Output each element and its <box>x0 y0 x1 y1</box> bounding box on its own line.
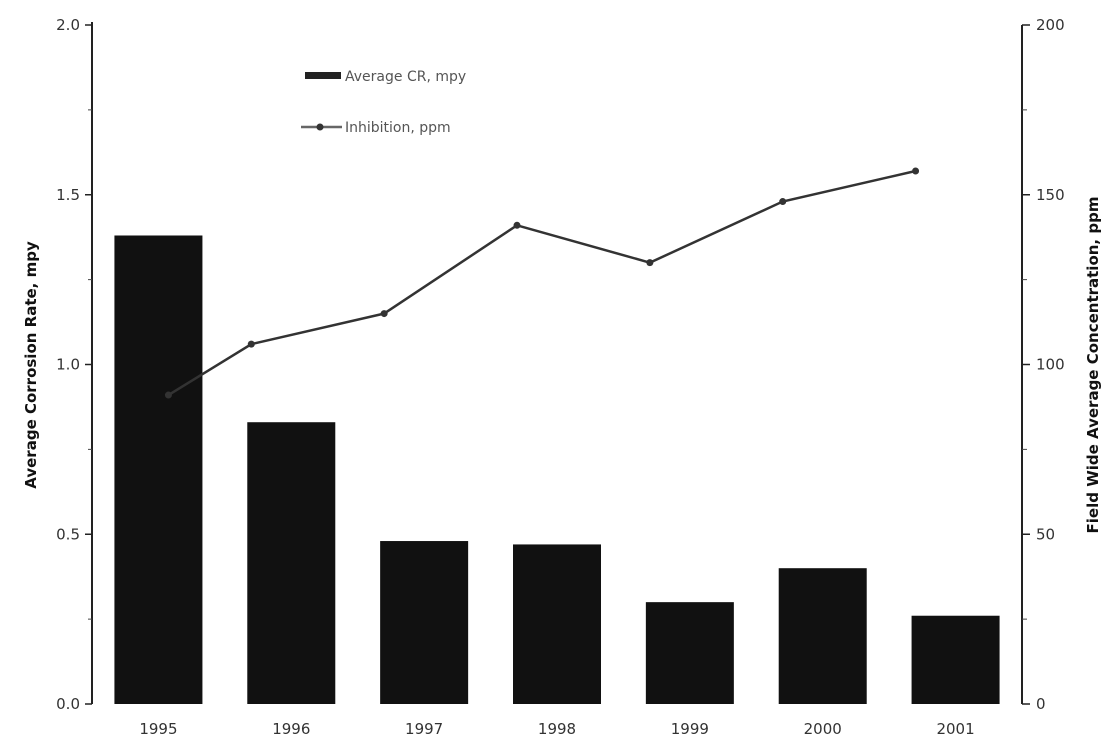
bar-1995 <box>114 235 203 705</box>
right-tick-label: 0 <box>1036 695 1046 713</box>
x-tick-label-1998: 1998 <box>538 720 576 738</box>
legend: Average CR, mpy Inhibition, ppm <box>301 69 466 136</box>
left-tick-label: 0.0 <box>56 695 80 713</box>
x-tick-label-2001: 2001 <box>936 720 974 738</box>
right-tick-label: 100 <box>1036 356 1065 374</box>
legend-bar-label: Average CR, mpy <box>345 69 466 85</box>
left-tick-label: 1.5 <box>56 186 80 204</box>
bar-2001 <box>911 615 1000 704</box>
right-axis-title: Field Wide Average Concentration, ppm <box>1084 197 1102 534</box>
bar-1996 <box>247 422 336 704</box>
inhibition-line <box>167 169 916 397</box>
left-tick-label: 2.0 <box>56 16 80 34</box>
line-point-2001 <box>912 167 920 175</box>
right-tick-label: 150 <box>1036 186 1065 204</box>
legend-line-marker <box>316 123 324 131</box>
bars-group <box>114 235 1000 705</box>
line-point-1996 <box>247 340 255 348</box>
line-point-1995 <box>164 391 172 399</box>
bar-1998 <box>513 544 601 704</box>
left-tick-label: 1.0 <box>56 356 80 374</box>
left-tick-label: 0.5 <box>56 525 80 543</box>
x-tick-label-1996: 1996 <box>272 720 310 738</box>
legend-line-label: Inhibition, ppm <box>345 120 451 136</box>
line-point-1997 <box>380 310 388 318</box>
line-point-1999 <box>646 259 654 267</box>
right-tick-label: 200 <box>1036 16 1065 34</box>
left-axis-title: Average Corrosion Rate, mpy <box>22 241 40 489</box>
bar-1999 <box>645 602 734 704</box>
right-tick-label: 50 <box>1036 525 1055 543</box>
x-tick-label-1995: 1995 <box>139 720 177 738</box>
left-axis: 0.0 0.5 1.0 1.5 2.0 <box>56 16 93 713</box>
x-axis-labels: 1995 1996 1997 1998 1999 2000 2001 <box>139 720 974 738</box>
x-tick-label-1999: 1999 <box>671 720 709 738</box>
bar-2000 <box>778 568 867 704</box>
x-tick-label-2000: 2000 <box>804 720 842 738</box>
line-point-2000 <box>779 198 787 206</box>
line-point-1998 <box>513 221 521 229</box>
right-axis: 0 50 100 150 200 <box>1021 16 1065 713</box>
bar-1997 <box>380 541 469 704</box>
x-tick-label-1997: 1997 <box>405 720 443 738</box>
legend-bar-swatch <box>305 72 341 79</box>
line-group <box>164 167 920 399</box>
